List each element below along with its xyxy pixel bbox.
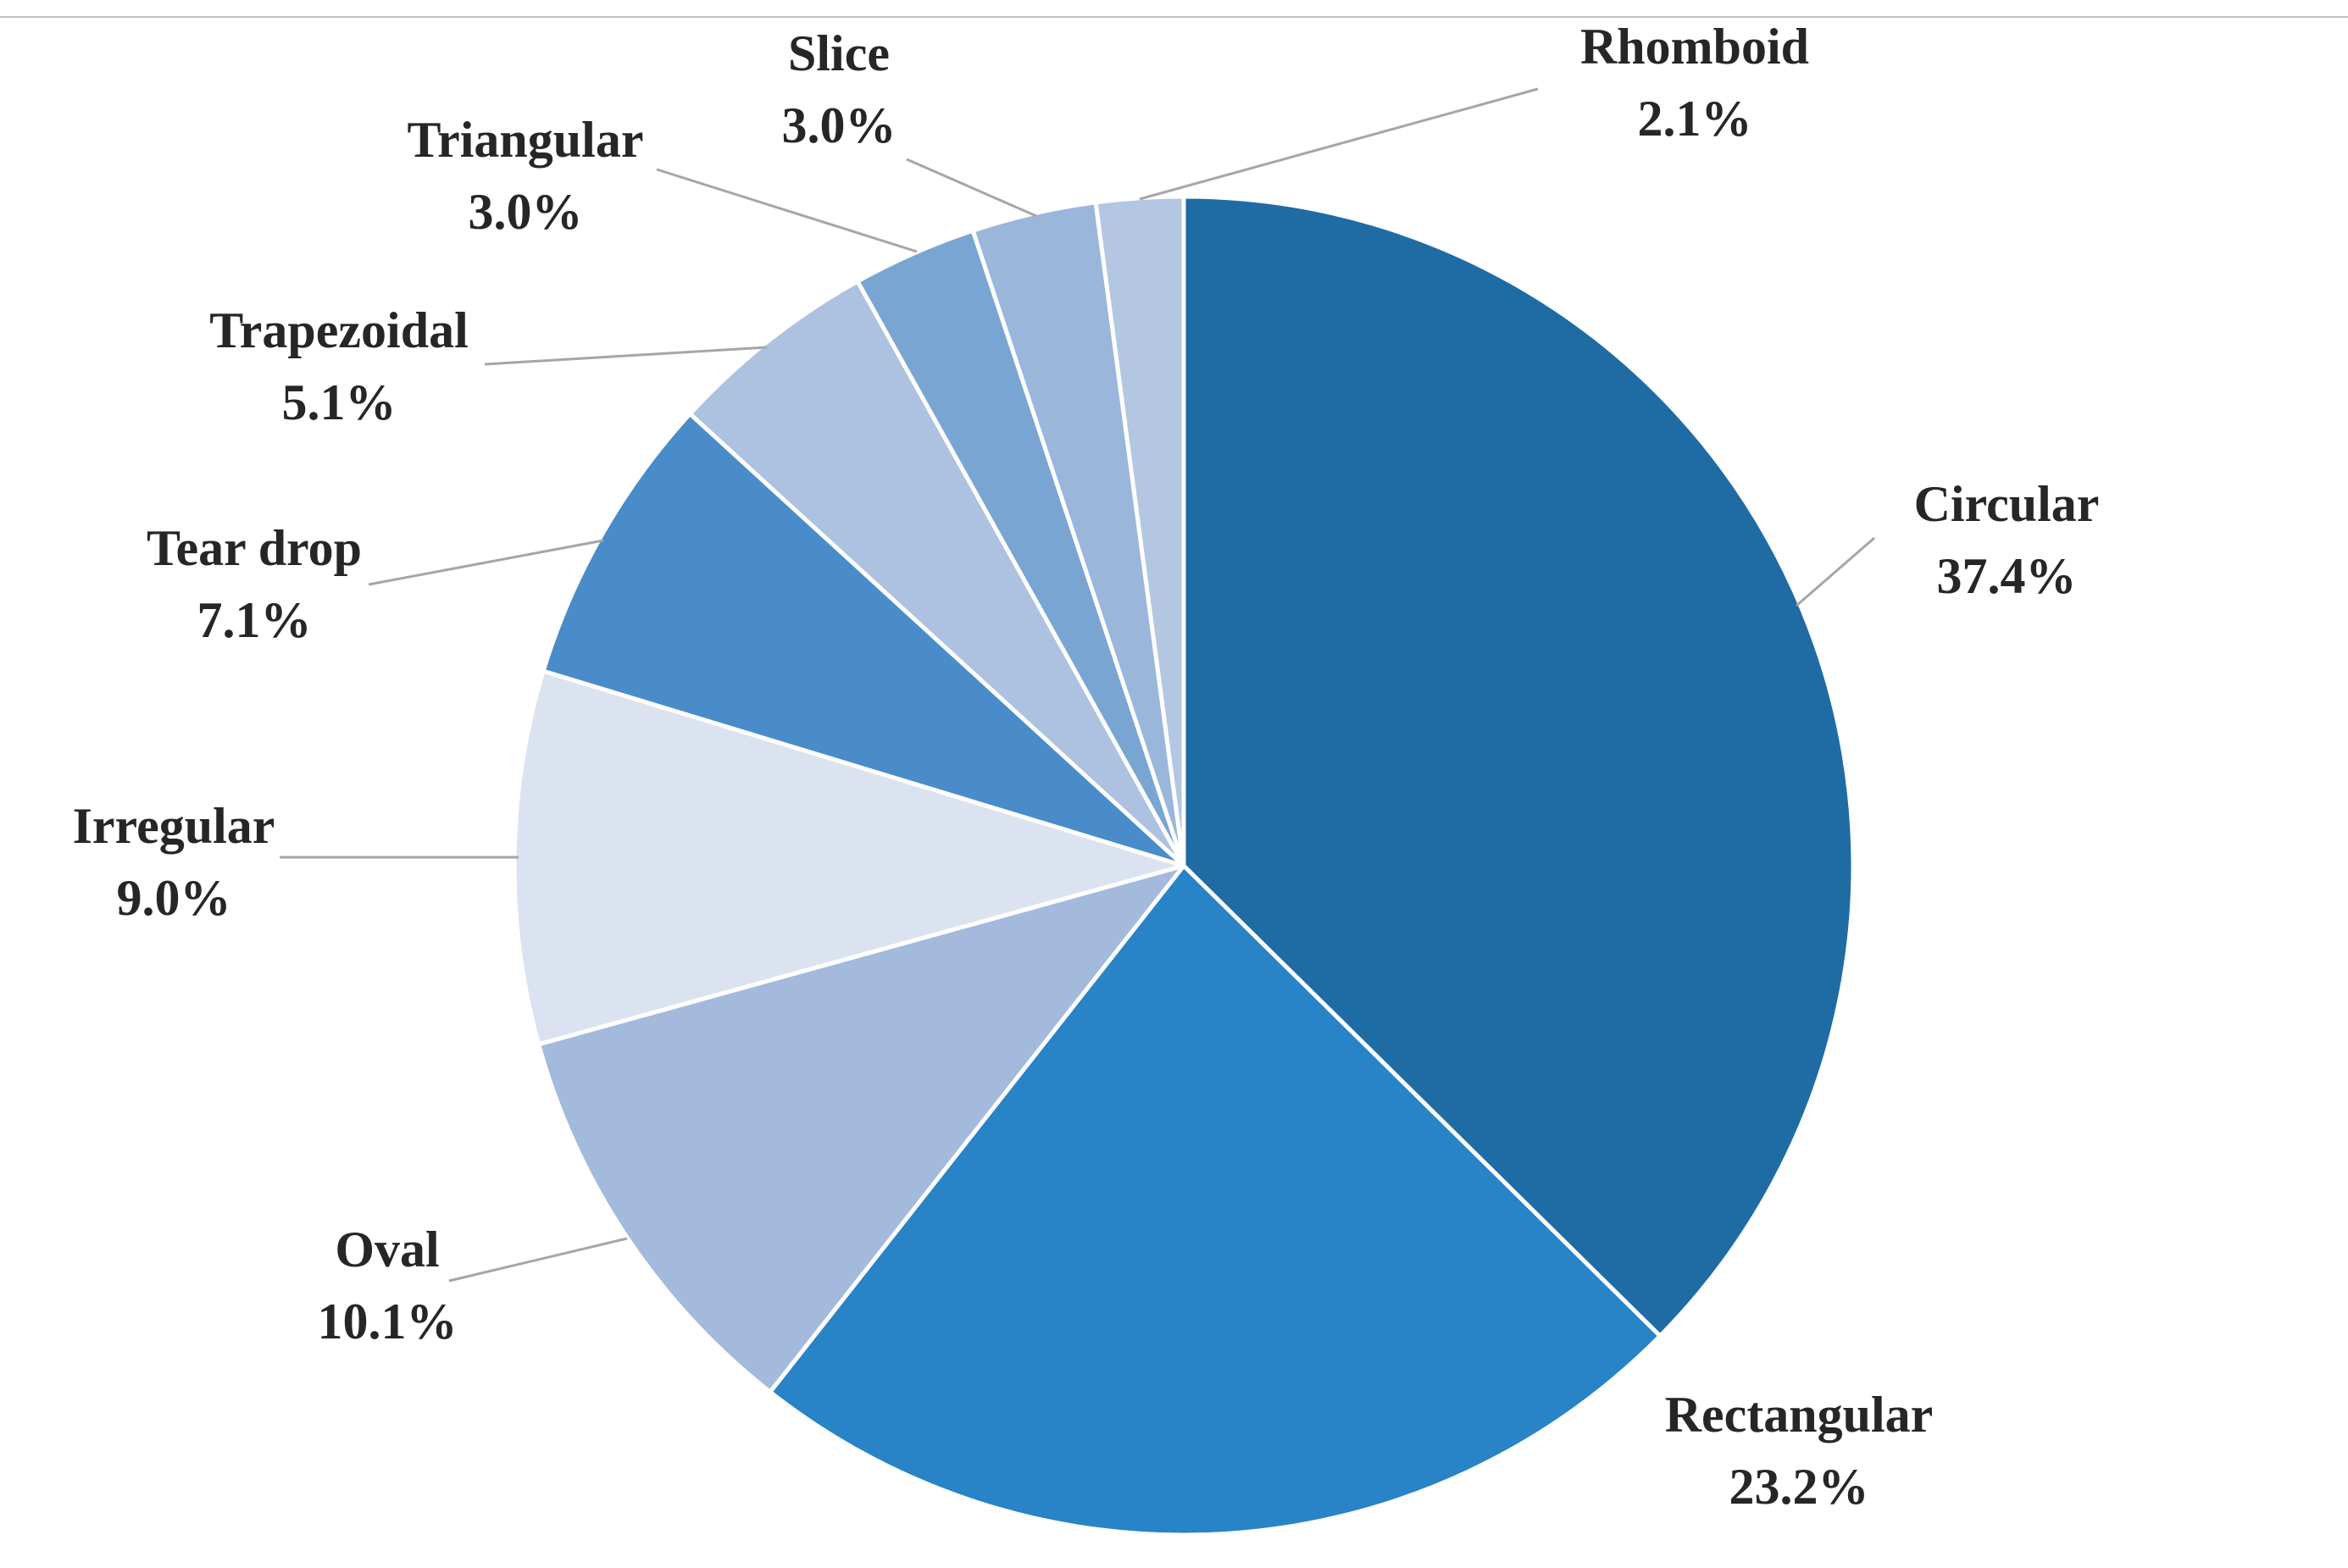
pie-slice-rectangular (768, 863, 1662, 1538)
pie-slice-circular (1181, 194, 1856, 1338)
leader-line-slice (906, 158, 1037, 218)
slice-label-irregular: Irregular (73, 798, 275, 854)
pie-slice-tear-drop (541, 411, 1186, 868)
slice-value-circular: 37.4% (1937, 548, 2077, 604)
leader-line-trapezoidal (484, 346, 768, 366)
slice-value-irregular: 9.0% (117, 870, 231, 926)
slice-value-tear-drop: 7.1% (197, 592, 312, 648)
slice-label-tear-drop: Tear drop (147, 520, 362, 576)
slice-label-oval: Oval (335, 1222, 439, 1277)
slice-label-rhomboid: Rhomboid (1580, 19, 1809, 75)
slice-value-trapezoidal: 5.1% (282, 374, 397, 430)
leader-line-oval (448, 1237, 628, 1283)
slice-value-triangular: 3.0% (469, 184, 583, 240)
slice-label-triangular: Triangular (408, 112, 644, 168)
leader-line-triangular (656, 168, 918, 253)
slice-labels: Circular 37.4% Rectangular 23.2% Oval 10.1% Ir… (73, 19, 2100, 1515)
slice-label-circular: Circular (1914, 476, 2100, 532)
leader-line-circular (1796, 536, 1875, 607)
slice-value-oval: 10.1% (318, 1294, 458, 1349)
slice-label-trapezoidal: Trapezoidal (209, 302, 469, 358)
leader-lines (280, 87, 1875, 1283)
slice-value-slice: 3.0% (782, 97, 896, 153)
slice-label-slice: Slice (788, 25, 890, 81)
pie-slices (512, 194, 1856, 1538)
slice-label-rectangular: Rectangular (1665, 1387, 1934, 1443)
leader-line-tear-drop (368, 539, 604, 586)
slice-value-rhomboid: 2.1% (1638, 91, 1752, 147)
pie-slice-oval (536, 863, 1186, 1394)
slice-value-rectangular: 23.2% (1729, 1459, 1869, 1515)
pie-slice-trapezoidal (687, 279, 1186, 868)
leader-line-rhomboid (1139, 87, 1539, 201)
